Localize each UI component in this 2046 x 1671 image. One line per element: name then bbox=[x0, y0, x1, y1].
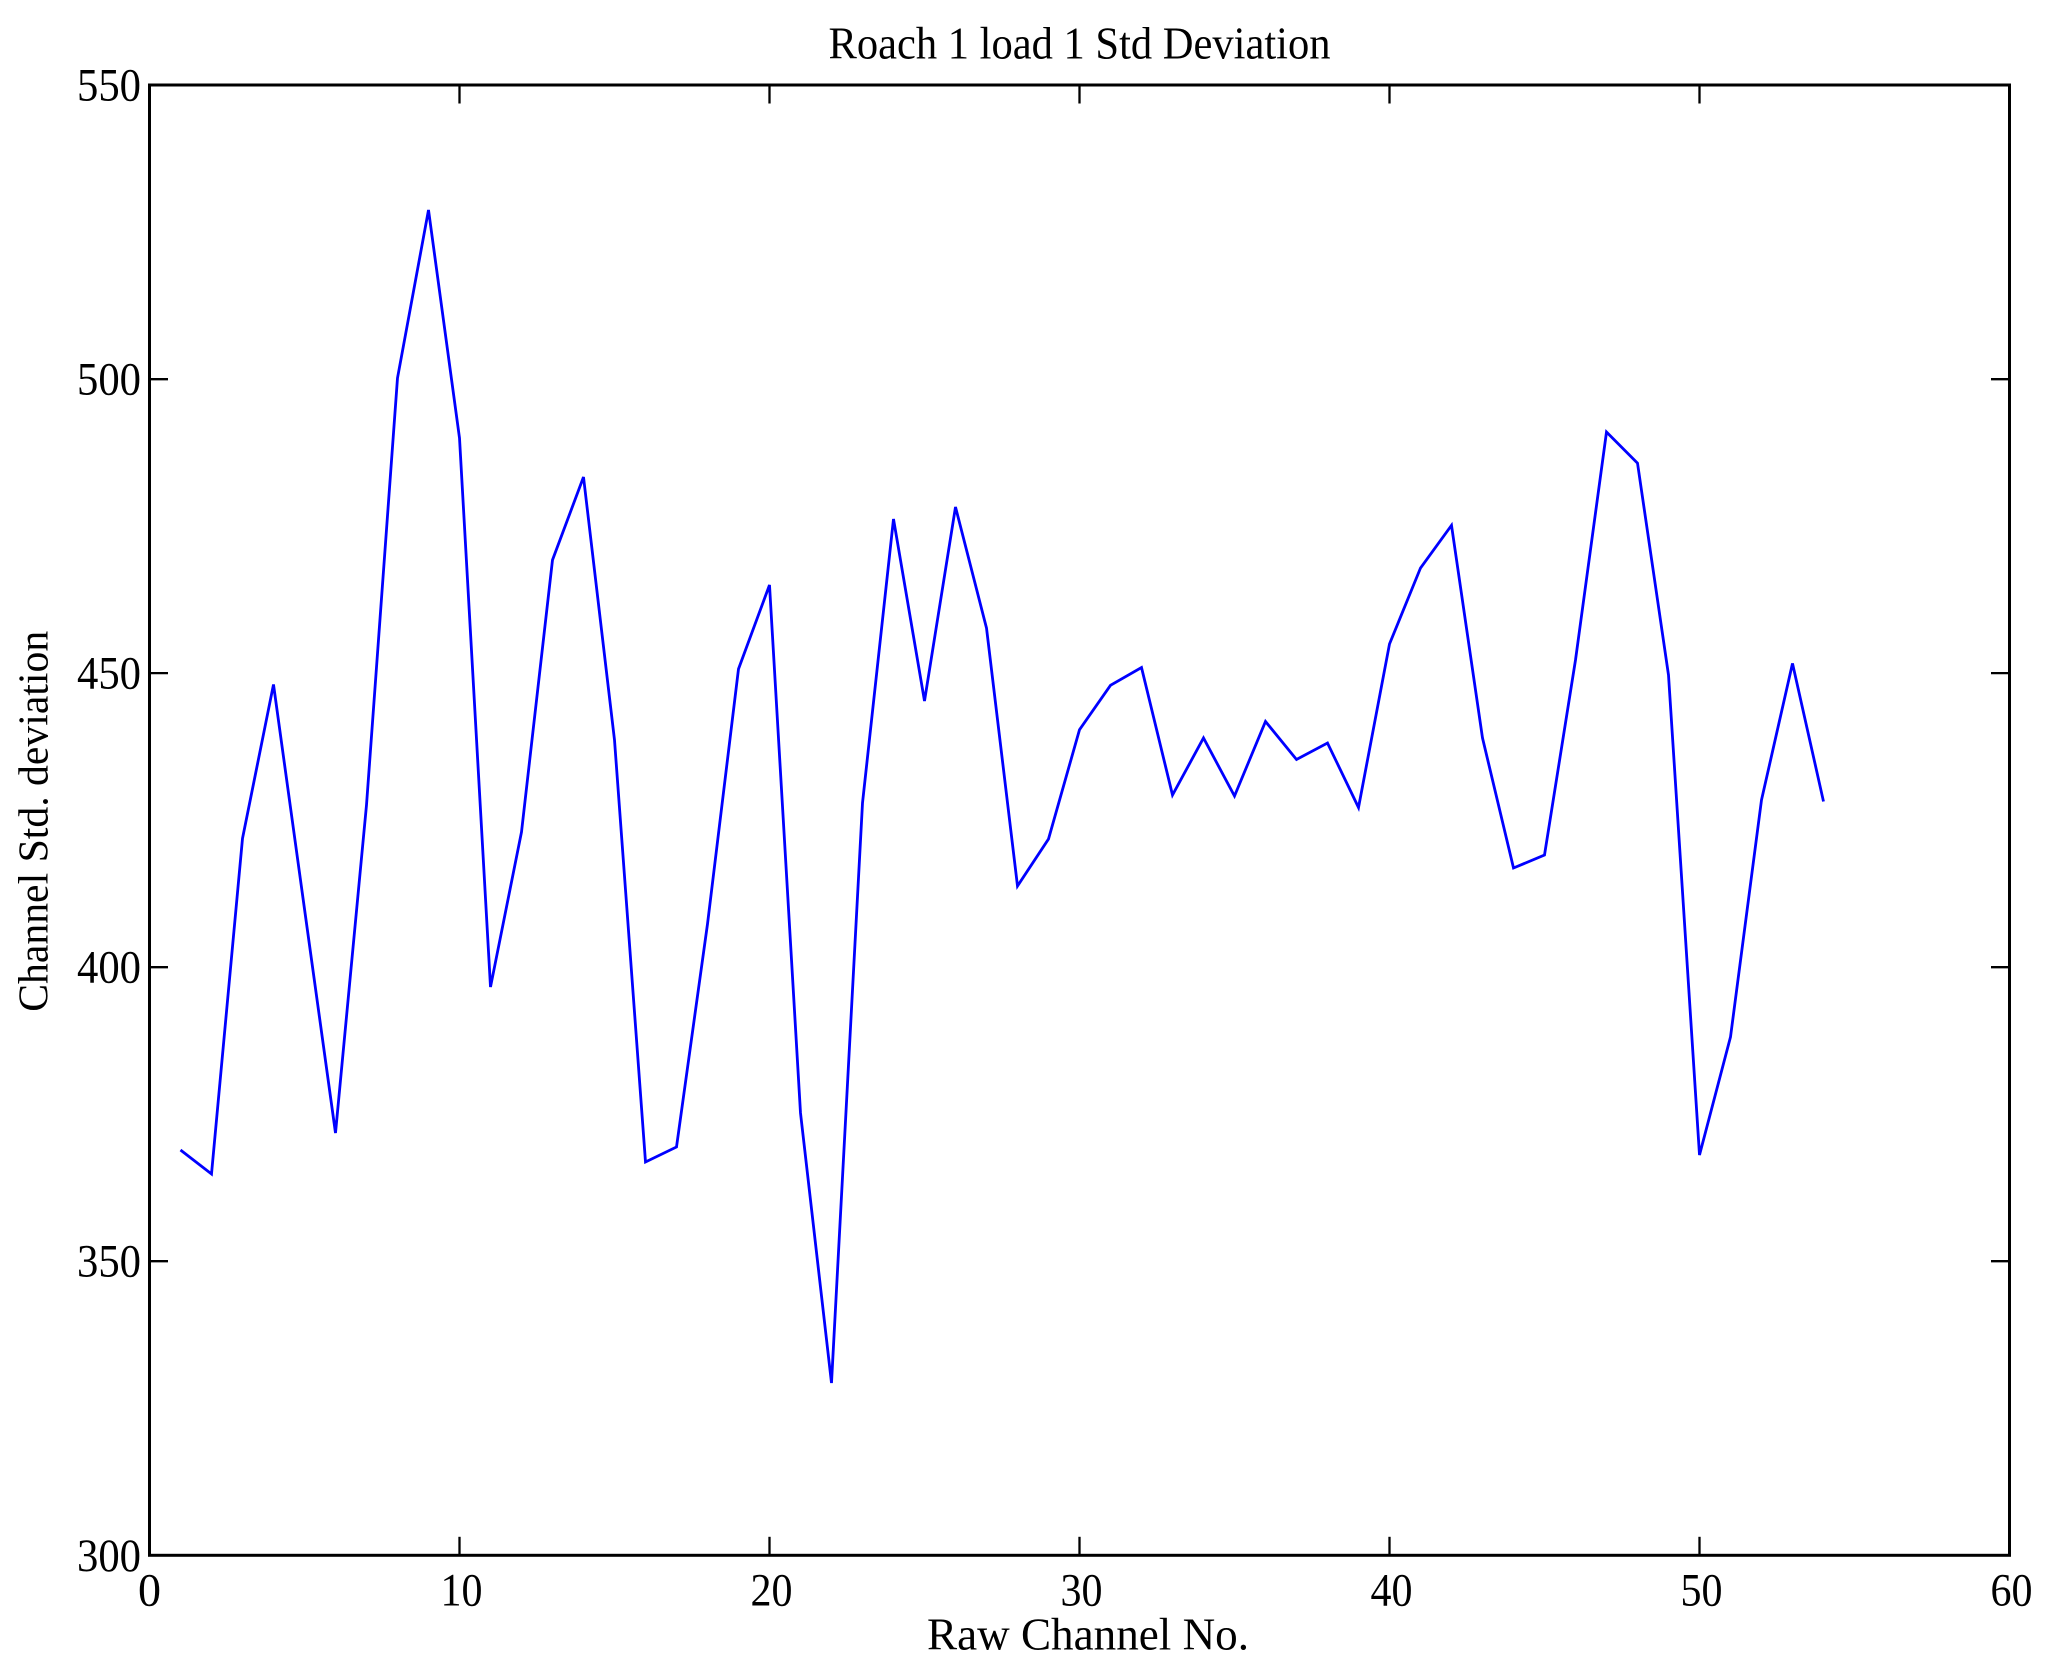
svg-text:50: 50 bbox=[1681, 1565, 1723, 1617]
svg-text:0: 0 bbox=[138, 1565, 161, 1617]
svg-text:10: 10 bbox=[441, 1565, 483, 1617]
svg-text:350: 350 bbox=[77, 1236, 141, 1288]
svg-text:Raw Channel No.: Raw Channel No. bbox=[927, 1609, 1249, 1659]
svg-text:300: 300 bbox=[77, 1530, 141, 1582]
svg-text:450: 450 bbox=[77, 648, 141, 700]
svg-text:20: 20 bbox=[751, 1565, 793, 1617]
svg-text:40: 40 bbox=[1371, 1565, 1413, 1617]
svg-text:500: 500 bbox=[77, 354, 141, 406]
svg-text:Roach 1 load 1 Std Deviation: Roach 1 load 1 Std Deviation bbox=[829, 19, 1331, 69]
svg-text:550: 550 bbox=[77, 60, 141, 112]
svg-text:30: 30 bbox=[1061, 1565, 1103, 1617]
svg-text:400: 400 bbox=[77, 942, 141, 994]
svg-text:Channel Std. deviation: Channel Std. deviation bbox=[11, 631, 58, 1012]
svg-text:60: 60 bbox=[1991, 1565, 2033, 1617]
